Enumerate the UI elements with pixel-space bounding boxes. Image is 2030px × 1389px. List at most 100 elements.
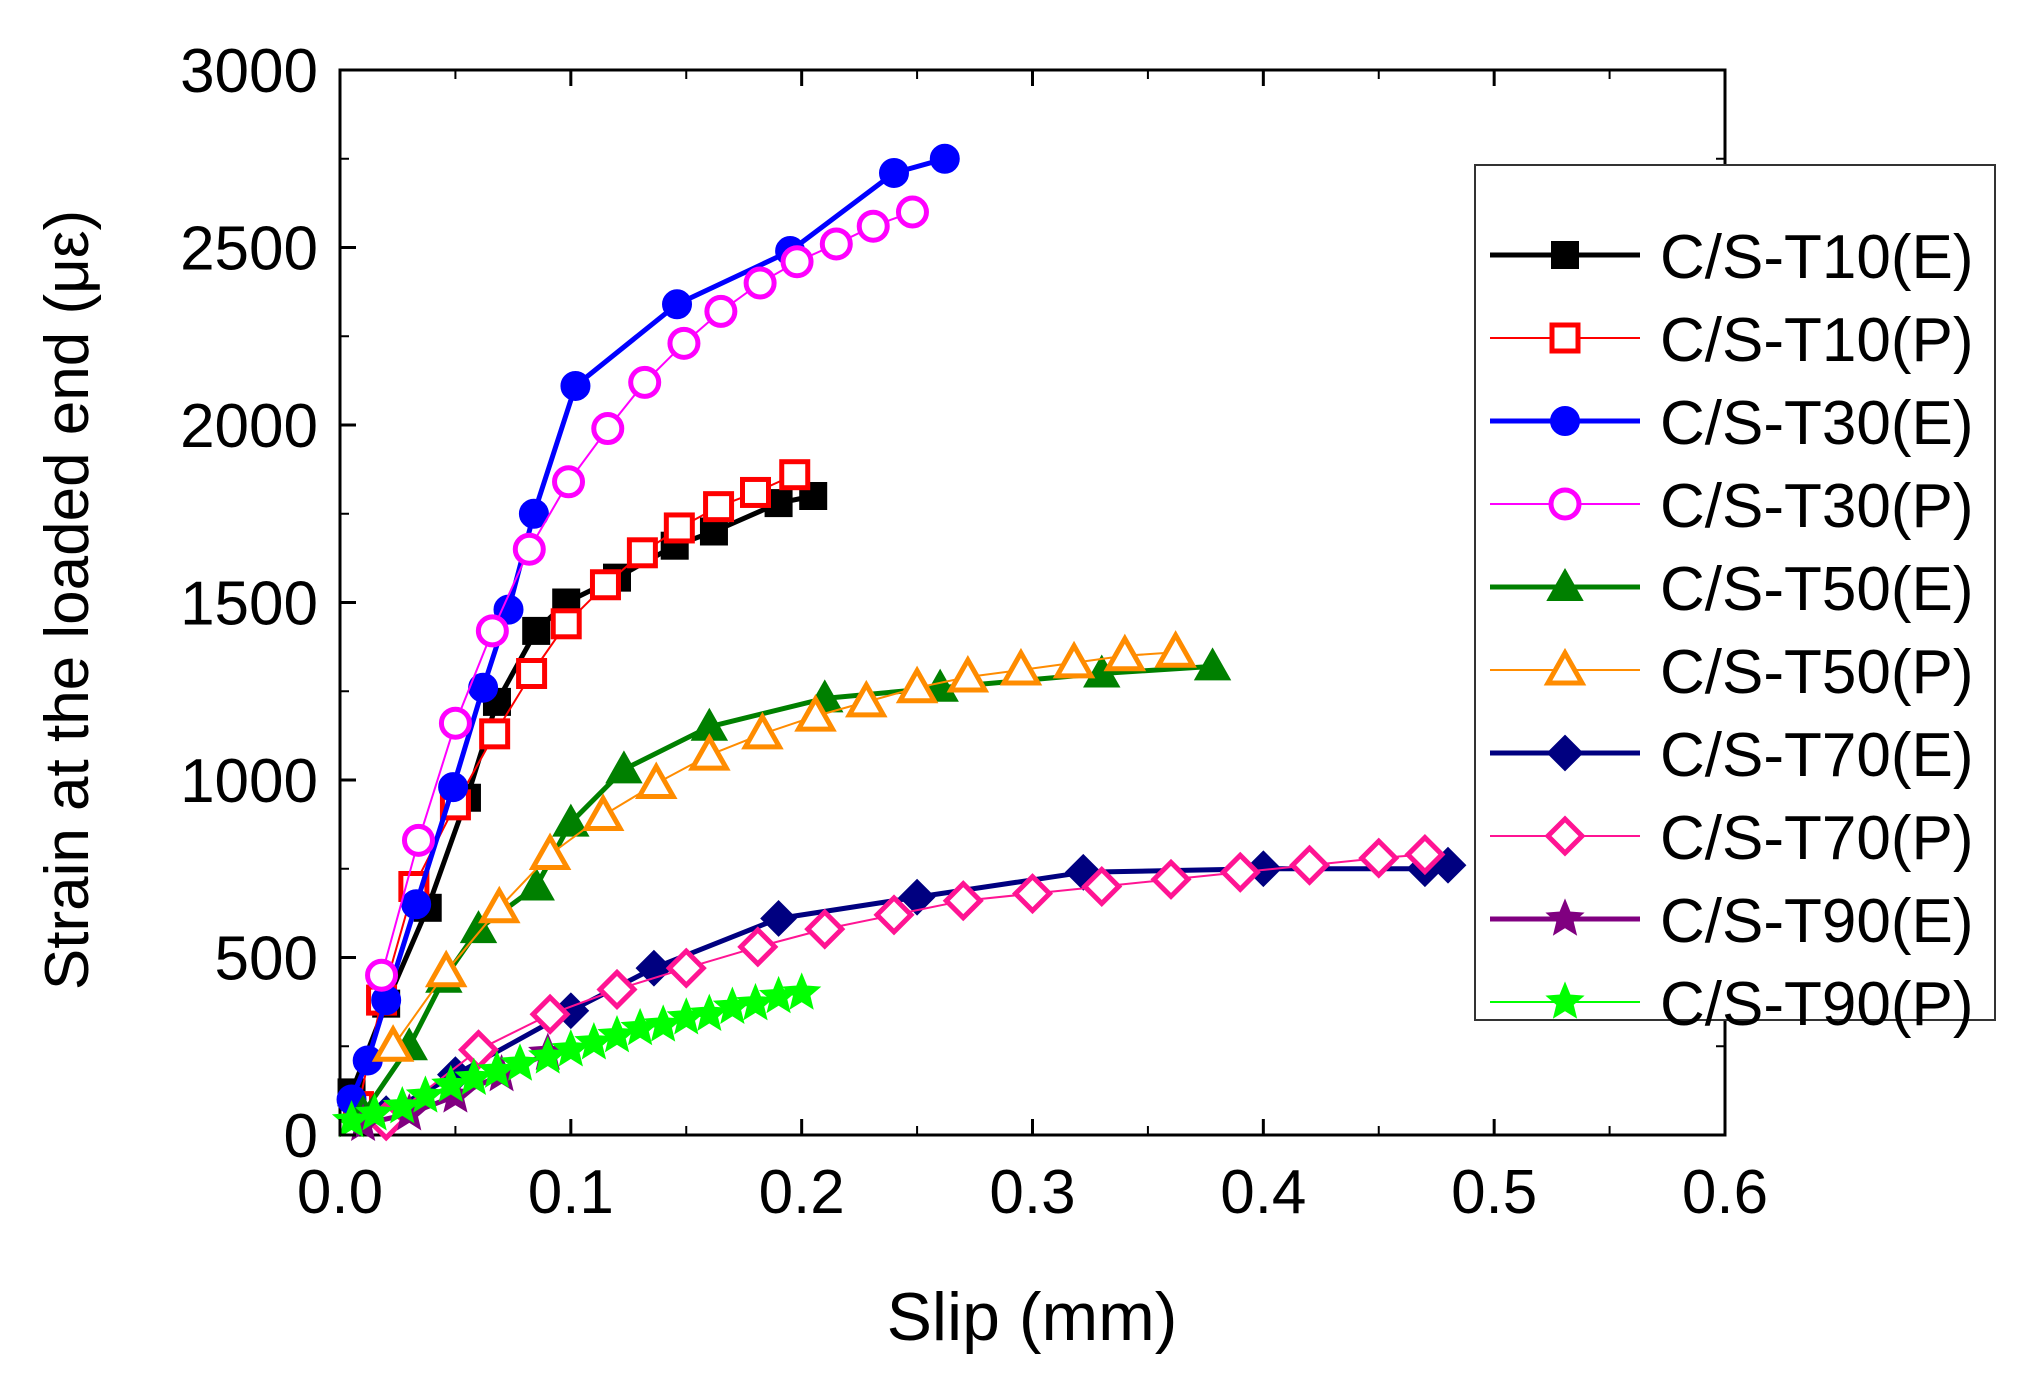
y-tick-label: 1500: [180, 570, 318, 639]
data-point: [999, 647, 1043, 686]
data-point: [740, 476, 771, 508]
data-point: [845, 679, 888, 718]
data-point: [512, 532, 546, 566]
series-line: [384, 862, 1449, 1116]
data-point: [1358, 837, 1400, 879]
legend-marker: [1550, 406, 1580, 436]
data-point: [743, 266, 777, 300]
legend-item: C/S-T70(E): [1490, 721, 1973, 790]
data-point: [371, 1024, 415, 1062]
legend-label: C/S-T10(E): [1660, 223, 1973, 292]
data-point: [1011, 873, 1054, 915]
legend: C/S-T10(E) C/S-T10(P) C/S-T30(E) C/S-T30(P)…: [1474, 164, 1996, 1039]
legend-marker: [1544, 815, 1586, 857]
legend-item: C/S-T30(E): [1490, 389, 1973, 458]
data-point: [703, 491, 735, 523]
data-point: [1081, 865, 1123, 908]
data-point: [804, 908, 846, 950]
data-point: [475, 614, 509, 648]
data-point: [895, 195, 929, 229]
data-point: [528, 832, 572, 871]
x-tick-label: 0.3: [989, 1158, 1075, 1227]
legend-marker: [1546, 567, 1584, 601]
x-axis-label: Slip (mm): [887, 1279, 1178, 1355]
legend-marker: [1543, 647, 1587, 686]
data-point: [794, 694, 837, 732]
data-point: [898, 878, 936, 916]
series-line: [392, 651, 1176, 1047]
data-point: [605, 750, 643, 784]
legend-label: C/S-T90(E): [1660, 887, 1973, 956]
data-point: [589, 569, 621, 601]
data-point: [591, 412, 625, 446]
data-point: [354, 1093, 395, 1131]
data-point: [516, 658, 548, 689]
legend-items: C/S-T10(E) C/S-T10(P) C/S-T30(E) C/S-T30(P)…: [1490, 223, 1973, 1039]
data-point: [550, 608, 582, 640]
legend-item: C/S-T90(P): [1490, 970, 1973, 1039]
x-tick-label: 0.2: [759, 1158, 845, 1227]
data-point: [477, 885, 521, 924]
data-point: [1083, 654, 1121, 688]
data-point: [401, 889, 432, 920]
legend-marker: [1545, 898, 1585, 936]
legend-label: C/S-T70(E): [1660, 721, 1973, 790]
data-point: [1219, 851, 1261, 893]
legend-label: C/S-T30(P): [1660, 472, 1973, 541]
data-point: [517, 867, 555, 901]
legend-marker: [1548, 487, 1582, 521]
legend-marker: [1546, 734, 1584, 772]
data-point: [628, 365, 662, 399]
legend-marker: [1545, 981, 1585, 1019]
data-point: [438, 706, 472, 740]
y-tick-label: 1000: [180, 747, 318, 816]
data-point: [457, 1029, 500, 1071]
legend-item: C/S-T70(P): [1490, 804, 1973, 873]
data-point: [667, 326, 701, 360]
data-point: [799, 482, 828, 510]
data-point: [552, 803, 590, 837]
y-tick-label: 0: [284, 1102, 318, 1171]
data-point: [382, 1085, 422, 1124]
legend-item: C/S-T10(E): [1490, 223, 1973, 292]
data-point: [424, 949, 468, 988]
legend-label: C/S-T70(P): [1660, 804, 1973, 873]
data-point: [552, 465, 586, 499]
legend-item: C/S-T30(P): [1490, 472, 1973, 541]
legend-label: C/S-T30(E): [1660, 389, 1973, 458]
data-point: [942, 880, 984, 922]
y-tick-label: 2500: [180, 215, 318, 284]
series-line: [385, 853, 1425, 1122]
data-point: [663, 512, 695, 544]
data-point: [635, 949, 673, 987]
data-point: [929, 143, 960, 174]
data-point: [1150, 858, 1192, 900]
x-tick-label: 0.0: [297, 1158, 383, 1227]
series-C/S-T50(P): [371, 630, 1197, 1062]
data-point: [1193, 647, 1232, 681]
x-tick-label: 0.6: [1682, 1158, 1768, 1227]
legend-marker: [1549, 322, 1581, 354]
data-point: [1288, 844, 1331, 886]
y-tick-label: 3000: [180, 37, 318, 106]
legend-item: C/S-T90(E): [1490, 887, 1973, 956]
data-point: [819, 227, 853, 261]
data-point: [401, 823, 435, 857]
legend-label: C/S-T90(P): [1660, 970, 1973, 1039]
y-tick-label: 500: [215, 925, 318, 994]
data-point: [626, 537, 658, 569]
data-point: [741, 711, 784, 750]
data-point: [873, 894, 915, 936]
data-point: [665, 947, 707, 989]
data-point: [699, 517, 728, 546]
legend-item: C/S-T50(P): [1490, 638, 1973, 707]
legend-item: C/S-T10(P): [1490, 306, 1973, 375]
data-point: [856, 209, 890, 243]
data-point: [522, 616, 551, 645]
series-C/S-T90(P): [331, 972, 822, 1138]
x-tick-label: 0.4: [1220, 1158, 1306, 1227]
y-axis-label: Strain at the loaded end (με): [33, 210, 102, 990]
data-point: [500, 1043, 540, 1081]
data-point: [704, 294, 738, 328]
